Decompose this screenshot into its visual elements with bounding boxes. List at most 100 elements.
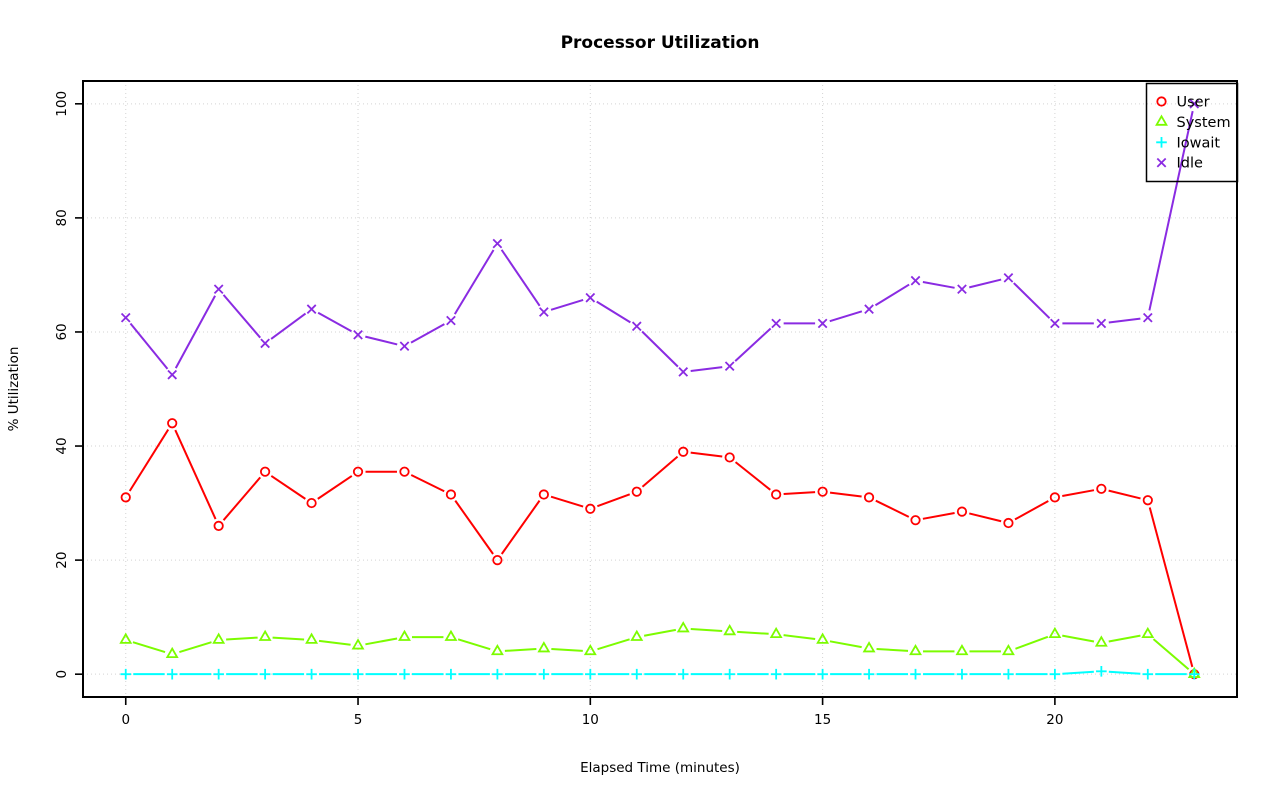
series-iowait-marker: [1096, 666, 1107, 677]
series-idle-segment: [453, 249, 495, 315]
series-user-segment: [829, 491, 862, 498]
series-system-marker: [955, 643, 969, 656]
series-user-marker: [817, 486, 828, 497]
series-system-marker: [909, 643, 922, 656]
series-iowait-marker: [492, 668, 503, 680]
series-idle-segment: [365, 335, 398, 346]
series-idle-marker: [492, 238, 503, 249]
y-tick-label: 60: [54, 323, 70, 340]
y-tick-label: 0: [54, 670, 70, 679]
series-system-segment: [504, 647, 537, 652]
series-system-segment: [690, 628, 723, 632]
series-idle-segment: [1148, 110, 1194, 311]
legend-item-system: System: [1155, 114, 1231, 131]
series-user-marker: [306, 497, 317, 509]
series-system-marker: [351, 638, 365, 650]
x-tick-label: 15: [814, 712, 831, 728]
series-system-segment: [1152, 638, 1190, 671]
series-idle-segment: [596, 300, 631, 324]
series-system-marker: [862, 641, 876, 653]
series-idle-segment: [690, 366, 723, 372]
series-user-marker: [445, 489, 457, 500]
series-idle-segment: [922, 281, 955, 289]
series-user-segment: [783, 491, 816, 496]
x-cross-marker-icon: [1156, 157, 1167, 168]
series-user-marker: [863, 492, 875, 503]
series-system-segment: [179, 641, 212, 653]
series-user-segment: [550, 495, 584, 508]
series-user-marker: [492, 555, 503, 566]
legend-label-system: System: [1177, 115, 1231, 131]
series-iowait-marker: [1049, 668, 1061, 680]
series-iowait-marker: [724, 668, 735, 680]
series-user-marker: [956, 506, 968, 517]
y-tick-label: 20: [54, 552, 70, 569]
series-iowait-marker: [445, 668, 457, 680]
series-idle-marker: [1189, 98, 1200, 109]
legend: User System Iowait Idle: [1145, 82, 1239, 183]
series-system-marker: [165, 646, 179, 659]
series-iowait-marker: [863, 668, 875, 680]
series-idle-segment: [317, 311, 352, 333]
series-user-segment: [1014, 500, 1049, 521]
series-user-segment: [1062, 489, 1095, 497]
series-system-marker: [630, 629, 644, 641]
series-idle-marker: [864, 304, 874, 314]
series-idle-marker: [167, 369, 178, 380]
series-iowait-marker: [631, 668, 643, 680]
series-idle-marker: [213, 284, 224, 295]
series-idle-marker: [1142, 312, 1153, 323]
series-system-marker: [490, 643, 504, 656]
series-user-marker: [167, 418, 178, 429]
series-user-segment: [222, 476, 261, 521]
series-system-marker: [723, 624, 737, 636]
series-idle-marker: [1050, 318, 1060, 329]
series-user-marker: [120, 492, 131, 503]
series-system-segment: [457, 638, 491, 651]
series-iowait-marker: [399, 668, 410, 680]
series-user-marker: [678, 446, 689, 457]
series-user-marker: [399, 466, 410, 477]
legend-item-user: User: [1156, 95, 1210, 111]
series-system-segment: [1015, 635, 1049, 650]
series-user-segment: [922, 512, 955, 520]
series-idle: [120, 98, 1200, 380]
series-user-segment: [641, 455, 679, 488]
series-user-marker: [910, 515, 921, 526]
series-user-segment: [875, 499, 910, 518]
series-iowait-marker: [1188, 668, 1200, 680]
series-user-segment: [969, 512, 1002, 523]
series-idle-marker: [585, 292, 596, 303]
series-idle-segment: [829, 310, 863, 323]
series-idle-marker: [1096, 318, 1107, 329]
x-tick-label: 0: [121, 712, 130, 728]
series-system: [119, 621, 1201, 678]
y-axis-label: % Utilization: [6, 347, 22, 432]
y-tick-label: 80: [54, 209, 70, 226]
legend-box: [1145, 82, 1239, 183]
y-tick-label: 40: [54, 437, 70, 454]
series-system-marker: [769, 626, 783, 639]
series-idle-marker: [260, 338, 270, 349]
series-idle-marker: [306, 304, 317, 314]
series-system-marker: [305, 632, 319, 644]
series-user-segment: [454, 500, 494, 555]
series-user-marker: [213, 520, 224, 531]
series-user-segment: [734, 461, 771, 491]
series-user-marker: [771, 489, 782, 500]
series-iowait-marker: [1003, 668, 1014, 680]
series-idle-marker: [1003, 272, 1014, 283]
series-idle-marker: [957, 284, 967, 295]
series-iowait-marker: [770, 668, 782, 680]
series-idle-marker: [910, 275, 921, 286]
series-user: [120, 418, 1200, 680]
series-iowait-segment: [1062, 670, 1094, 675]
y-tick-label: 100: [54, 91, 70, 117]
series-user-marker: [724, 452, 735, 463]
series-system-segment: [737, 630, 769, 635]
series-system-marker: [119, 632, 133, 644]
plus-marker-icon: [1156, 137, 1167, 148]
legend-label-iowait: Iowait: [1177, 135, 1221, 151]
open-triangle-marker-icon: [1155, 114, 1168, 126]
series-idle-segment: [174, 295, 216, 369]
